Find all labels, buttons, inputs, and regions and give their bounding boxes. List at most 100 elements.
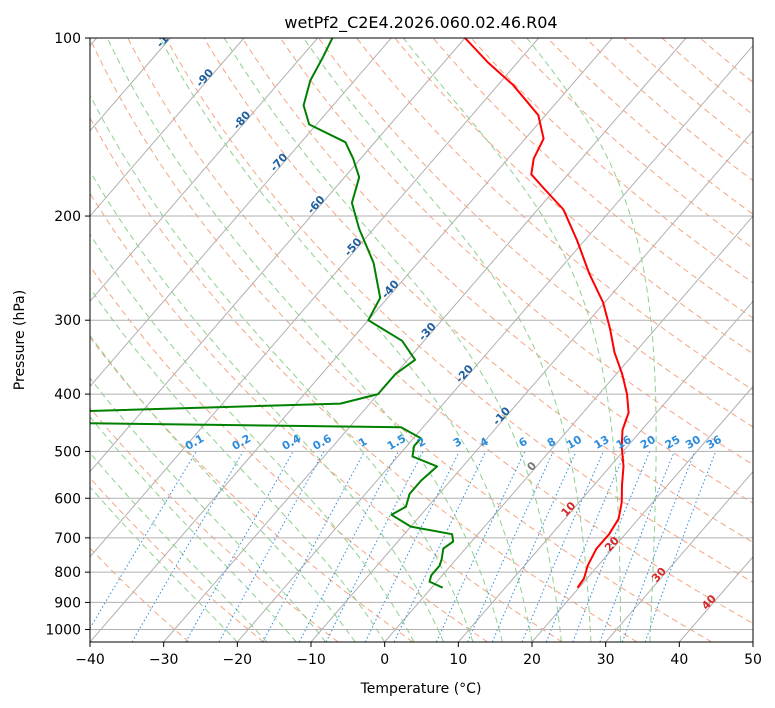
y-axis: 100 200 300 400 500 600 700 800 900 1000 [45,31,90,638]
mixing-ratio-label: 2 [415,435,428,450]
moist-adiabat-line [90,233,415,642]
mixing-ratio-label: 6 [516,435,529,450]
moist-adiabat-line [90,94,474,642]
isotherm-line [384,215,753,642]
plot-frame [89,37,754,643]
mixing-ratio-line [90,451,197,630]
dry-adiabat-line [165,38,753,583]
mixing-ratio-line [298,451,399,642]
moist-adiabat-line [90,287,386,642]
dry-adiabat-line [623,38,753,149]
isotherm-label: 40 [699,592,719,612]
y-tick-label: 800 [54,565,81,581]
mixing-ratio-label: 16 [614,433,634,452]
dry-adiabat-line [509,38,753,249]
x-tick-label: 40 [670,652,688,668]
mixing-ratio-label: 3 [451,435,464,450]
isotherm-line [90,38,613,642]
isotherm-label: -20 [453,362,476,386]
moist-adiabat-line [159,38,533,642]
dry-adiabat-line [241,38,753,504]
isotherm-line [457,300,753,642]
mixing-ratio-line [435,451,526,642]
y-tick-label: 500 [54,444,81,460]
dry-adiabat-line [356,38,753,391]
dry-adiabat-line [90,407,339,642]
moist-adiabat-line [223,38,562,642]
mixing-ratio-label: 8 [545,435,558,450]
dry-adiabat-line [432,38,753,319]
mixing-ratio-label: 20 [638,433,658,452]
dry-adiabat-line [699,38,753,83]
isotherm-line [90,38,392,388]
isotherm-line [236,44,753,642]
mixing-ratio-label: 10 [564,433,584,452]
y-tick-label: 300 [54,313,81,329]
dry-adiabat-line [394,38,753,355]
mixing-ratio-line [364,451,460,642]
temperature-line [464,38,630,589]
x-tick-label: −10 [296,652,326,668]
isotherm-label: 10 [559,499,579,519]
dry-adiabat-line [90,265,488,642]
isotherm-line [605,470,753,642]
isotherm-label: -40 [379,277,402,301]
dry-adiabat-line [90,336,414,642]
dry-adiabat-line [90,117,638,642]
mixing-ratio-label: 0.6 [311,432,335,453]
dry-adiabat-line [90,477,264,642]
x-tick-label: −30 [149,652,179,668]
isotherm-line [90,38,466,473]
x-tick-label: 10 [449,652,467,668]
background-lines [90,38,753,642]
mixing-ratio-line [467,451,554,642]
x-axis-label: Temperature (°C) [360,681,482,697]
chart-title: wetPf2_C2E4.2026.060.02.46.R04 [284,13,557,33]
moist-adiabat-line [526,38,657,642]
moist-adiabat-line [90,334,356,642]
y-tick-label: 600 [54,491,81,507]
isotherm-line [752,641,753,642]
moist-adiabat-line [303,38,592,642]
isotherm-label: -50 [342,235,365,259]
mixing-ratio-label: 0.1 [183,432,206,453]
moist-adiabat-line [90,452,268,642]
mixing-ratio-label: 1.5 [385,432,408,453]
isotherm-line [310,130,753,642]
mixing-ratio-label: 0.2 [230,432,253,453]
dry-adiabat-line [90,192,563,642]
mixing-ratio-line [393,451,487,642]
y-tick-label: 100 [54,31,81,47]
moist-adiabat-line [402,38,621,642]
y-tick-label: 1000 [45,622,81,638]
mixing-ratio-label: 25 [663,433,683,452]
sounding-series [90,38,630,589]
x-tick-label: 0 [380,652,389,668]
x-tick-label: 50 [744,652,762,668]
mixing-ratio-label: 30 [683,433,703,452]
y-tick-label: 400 [54,387,81,403]
isotherm-line [90,38,319,303]
mixing-ratio-line [185,451,294,642]
y-tick-label: 200 [54,209,81,225]
x-tick-label: 20 [523,652,541,668]
moist-adiabat-line [90,486,238,642]
x-tick-label: −40 [75,652,105,668]
dry-adiabat-line [203,38,753,543]
y-axis-label: Pressure (hPa) [12,290,28,390]
isotherm-line [163,38,687,642]
pressure-gridlines [90,38,753,630]
dry-adiabat-line [585,38,753,182]
x-tick-label: −20 [223,652,253,668]
isotherm-label: -60 [305,193,328,217]
isotherm-label: -30 [416,320,439,344]
isotherm-label: -10 [490,404,513,428]
dry-adiabat-line [279,38,753,466]
y-tick-label: 700 [54,531,81,547]
x-axis: −40 −30 −20 −10 0 10 20 30 40 50 [75,642,762,668]
isotherm-label: -80 [230,108,253,132]
mixing-ratio-line [644,451,717,642]
dry-adiabat-line [318,38,753,428]
moist-adiabat-line [90,170,445,642]
